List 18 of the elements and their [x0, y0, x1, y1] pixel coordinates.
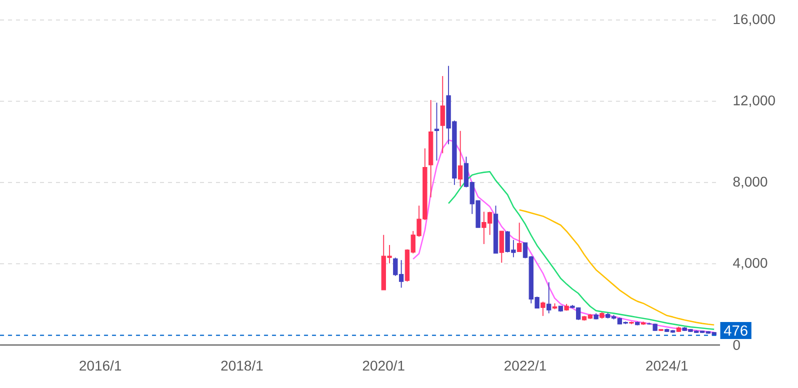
x-tick-label: 2024/1 — [646, 360, 688, 371]
candlestick — [517, 222, 522, 252]
candlestick — [440, 76, 445, 154]
x-tick-label: 2018/1 — [221, 360, 263, 371]
y-tick-label: 4,000 — [733, 258, 768, 270]
candlestick — [458, 130, 463, 188]
candlestick — [540, 301, 546, 316]
ref-line-label: 476 — [724, 325, 748, 336]
candlestick — [434, 102, 440, 162]
y-tick-label: 8,000 — [733, 176, 768, 188]
candlestick — [546, 282, 552, 314]
candlestick — [499, 230, 504, 264]
y-tick-label: 0 — [733, 340, 740, 350]
x-tick-label: 2022/1 — [504, 360, 546, 371]
x-tick-label: 2020/1 — [362, 360, 404, 371]
y-tick-label: 16,000 — [734, 14, 775, 26]
x-tick-label: 2016/1 — [80, 360, 122, 371]
y-tick-label: 12,000 — [734, 95, 775, 108]
